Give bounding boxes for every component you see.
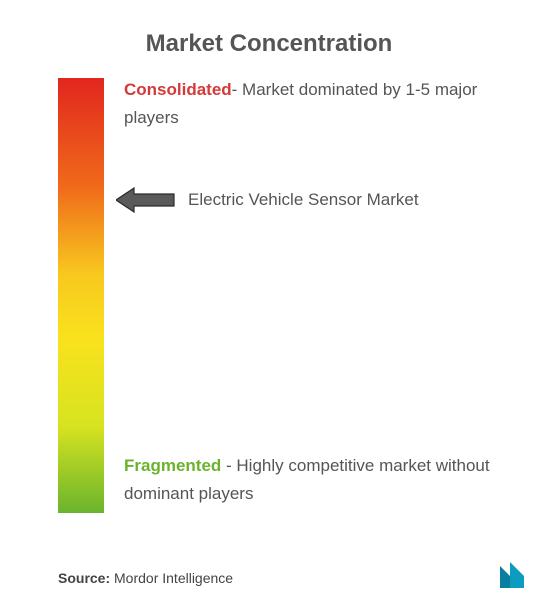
page-title: Market Concentration (0, 0, 538, 78)
consolidated-keyword: Consolidated (124, 80, 232, 99)
market-marker-label: Electric Vehicle Sensor Market (188, 190, 419, 210)
source-label: Source: (58, 570, 110, 586)
logo-front (510, 562, 524, 588)
logo-back (500, 566, 510, 588)
fragmented-keyword: Fragmented (124, 456, 221, 475)
market-marker: Electric Vehicle Sensor Market (116, 186, 419, 214)
concentration-diagram: Consolidated- Market dominated by 1-5 ma… (58, 78, 508, 518)
consolidated-annotation: Consolidated- Market dominated by 1-5 ma… (124, 76, 508, 132)
arrow-shape (116, 188, 174, 212)
source-value: Mordor Intelligence (114, 570, 233, 586)
mordor-logo-icon (486, 560, 526, 590)
fragmented-annotation: Fragmented - Highly competitive market w… (124, 452, 508, 508)
source-line: Source: Mordor Intelligence (58, 570, 233, 586)
concentration-gradient-bar (58, 78, 104, 513)
arrow-left-icon (116, 186, 176, 214)
